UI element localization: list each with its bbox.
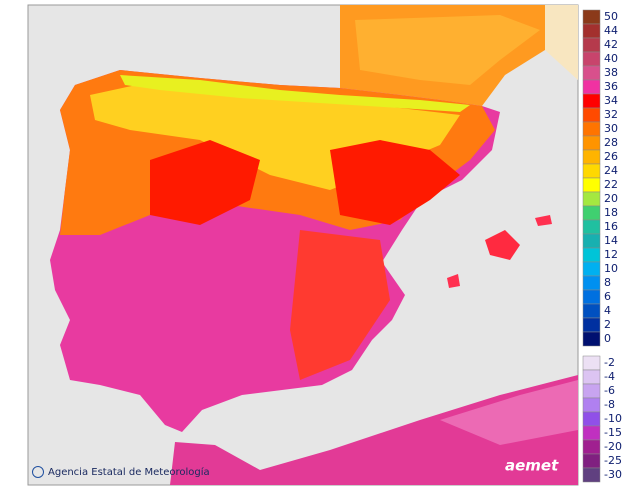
africa-inner bbox=[440, 380, 578, 445]
legend-label: 30 bbox=[604, 122, 618, 135]
mountains bbox=[120, 75, 470, 112]
legend-label: 20 bbox=[604, 192, 618, 205]
legend-swatch bbox=[582, 191, 601, 207]
legend-label: -30 bbox=[604, 468, 622, 481]
legend-swatch bbox=[582, 23, 601, 39]
france-inner bbox=[355, 15, 540, 85]
legend-label: 34 bbox=[604, 94, 618, 107]
legend-label: -20 bbox=[604, 440, 622, 453]
legend-swatch bbox=[582, 331, 601, 347]
legend-swatch bbox=[582, 467, 601, 483]
legend-swatch bbox=[582, 37, 601, 53]
legend-swatch bbox=[582, 261, 601, 277]
legend-swatch bbox=[582, 219, 601, 235]
legend-label: 18 bbox=[604, 206, 618, 219]
legend-swatch bbox=[582, 93, 601, 109]
credit: Agencia Estatal de Meteorología bbox=[48, 466, 210, 478]
legend-swatch bbox=[582, 205, 601, 221]
legend-swatch bbox=[582, 355, 601, 371]
legend-label: 44 bbox=[604, 24, 618, 37]
legend: 5044424038363432302826242220181614121086… bbox=[582, 9, 622, 483]
legend-swatch bbox=[582, 79, 601, 95]
legend-label: 16 bbox=[604, 220, 618, 233]
legend-swatch bbox=[582, 51, 601, 67]
legend-label: 6 bbox=[604, 290, 611, 303]
legend-label: -10 bbox=[604, 412, 622, 425]
legend-label: -25 bbox=[604, 454, 622, 467]
legend-label: 24 bbox=[604, 164, 618, 177]
legend-label: 14 bbox=[604, 234, 618, 247]
logo: aemet bbox=[505, 457, 559, 475]
hot-centre bbox=[150, 140, 260, 225]
legend-swatch bbox=[582, 383, 601, 399]
legend-label: -8 bbox=[604, 398, 615, 411]
legend-label: -15 bbox=[604, 426, 622, 439]
legend-swatch bbox=[582, 425, 601, 441]
menorca bbox=[535, 215, 552, 226]
legend-swatch bbox=[582, 121, 601, 137]
legend-swatch bbox=[582, 107, 601, 123]
legend-swatch bbox=[582, 453, 601, 469]
legend-swatch bbox=[582, 369, 601, 385]
legend-label: 12 bbox=[604, 248, 618, 261]
legend-label: 32 bbox=[604, 108, 618, 121]
legend-swatch bbox=[582, 65, 601, 81]
land-east bbox=[545, 5, 578, 80]
legend-swatch bbox=[582, 303, 601, 319]
map: Agencia Estatal de Meteorología aemet bbox=[27, 4, 579, 486]
hot-ebro bbox=[330, 140, 460, 225]
legend-swatch bbox=[582, 317, 601, 333]
legend-label: -6 bbox=[604, 384, 615, 397]
legend-label: 10 bbox=[604, 262, 618, 275]
ibiza bbox=[447, 274, 460, 288]
legend-swatch bbox=[582, 9, 601, 25]
legend-swatch bbox=[582, 149, 601, 165]
legend-swatch bbox=[582, 397, 601, 413]
legend-swatch bbox=[582, 163, 601, 179]
mallorca bbox=[485, 230, 520, 260]
legend-label: 26 bbox=[604, 150, 618, 163]
legend-label: 22 bbox=[604, 178, 618, 191]
legend-label: 8 bbox=[604, 276, 611, 289]
legend-swatch bbox=[582, 439, 601, 455]
legend-label: 36 bbox=[604, 80, 618, 93]
legend-swatch bbox=[582, 275, 601, 291]
legend-label: 38 bbox=[604, 66, 618, 79]
legend-label: 4 bbox=[604, 304, 611, 317]
credit-icon bbox=[32, 466, 44, 478]
legend-label: -4 bbox=[604, 370, 615, 383]
legend-label: -2 bbox=[604, 356, 615, 369]
legend-swatch bbox=[582, 233, 601, 249]
legend-swatch bbox=[582, 247, 601, 263]
legend-label: 2 bbox=[604, 318, 611, 331]
legend-swatch bbox=[582, 177, 601, 193]
legend-label: 40 bbox=[604, 52, 618, 65]
legend-label: 42 bbox=[604, 38, 618, 51]
legend-swatch bbox=[582, 135, 601, 151]
africa bbox=[170, 375, 578, 485]
legend-swatch bbox=[582, 289, 601, 305]
legend-label: 50 bbox=[604, 10, 618, 23]
hot-east bbox=[290, 230, 390, 380]
legend-swatch bbox=[582, 411, 601, 427]
legend-label: 28 bbox=[604, 136, 618, 149]
legend-label: 0 bbox=[604, 332, 611, 345]
